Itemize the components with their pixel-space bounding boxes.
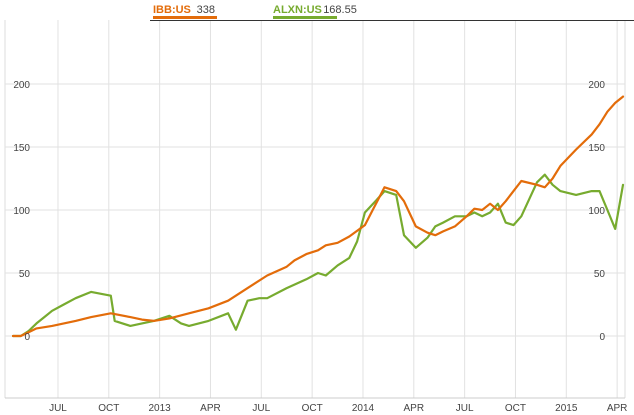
y-tick-label-left: 0 xyxy=(24,332,30,343)
grid xyxy=(4,20,626,399)
x-tick-label: APR xyxy=(404,403,425,414)
y-tick-label-right: 50 xyxy=(594,269,606,280)
x-tick-label: JUL xyxy=(49,403,67,414)
x-axis-labels: JUL OCT 2013 APR JUL OCT 2014 APR JUL OCT 2015 APR xyxy=(49,403,627,414)
series-lines xyxy=(11,95,625,338)
series-line-alxn-us xyxy=(11,173,625,338)
x-tick-label: OCT xyxy=(98,403,119,414)
y-axis-labels: 0 0 50 50 100 100 150 150 200 200 xyxy=(13,80,605,343)
x-tick-label: 2013 xyxy=(149,403,172,414)
series-line-ibb-us xyxy=(11,95,625,338)
x-tick-label: APR xyxy=(607,403,628,414)
legend-value: 168.55 xyxy=(323,4,357,16)
y-tick-label-right: 150 xyxy=(588,143,605,154)
y-tick-label-right: 0 xyxy=(599,332,605,343)
legend-item-alxn-us: ALXN:US 168.55 xyxy=(273,4,357,19)
legend-swatch xyxy=(153,16,217,19)
legend: IBB:US 338 ALXN:US 168.55 xyxy=(150,4,634,21)
y-tick-label-left: 200 xyxy=(13,80,30,91)
legend-item-ibb-us: IBB:US 338 xyxy=(153,4,217,19)
y-tick-label-left: 50 xyxy=(19,269,31,280)
y-tick-label-left: 100 xyxy=(13,206,30,217)
x-tick-label: OCT xyxy=(505,403,526,414)
legend-swatch xyxy=(273,16,337,19)
legend-value: 338 xyxy=(197,4,215,16)
x-tick-label: APR xyxy=(200,403,221,414)
y-tick-label-left: 150 xyxy=(13,143,30,154)
x-tick-label: JUL xyxy=(456,403,474,414)
x-tick-label: 2014 xyxy=(352,403,375,414)
x-tick-label: 2015 xyxy=(555,403,578,414)
y-tick-label-right: 200 xyxy=(588,80,605,91)
x-tick-label: OCT xyxy=(302,403,323,414)
legend-label: IBB:US xyxy=(153,4,191,16)
y-tick-label-right: 100 xyxy=(588,206,605,217)
legend-label: ALXN:US xyxy=(273,4,322,16)
x-tick-label: JUL xyxy=(252,403,270,414)
